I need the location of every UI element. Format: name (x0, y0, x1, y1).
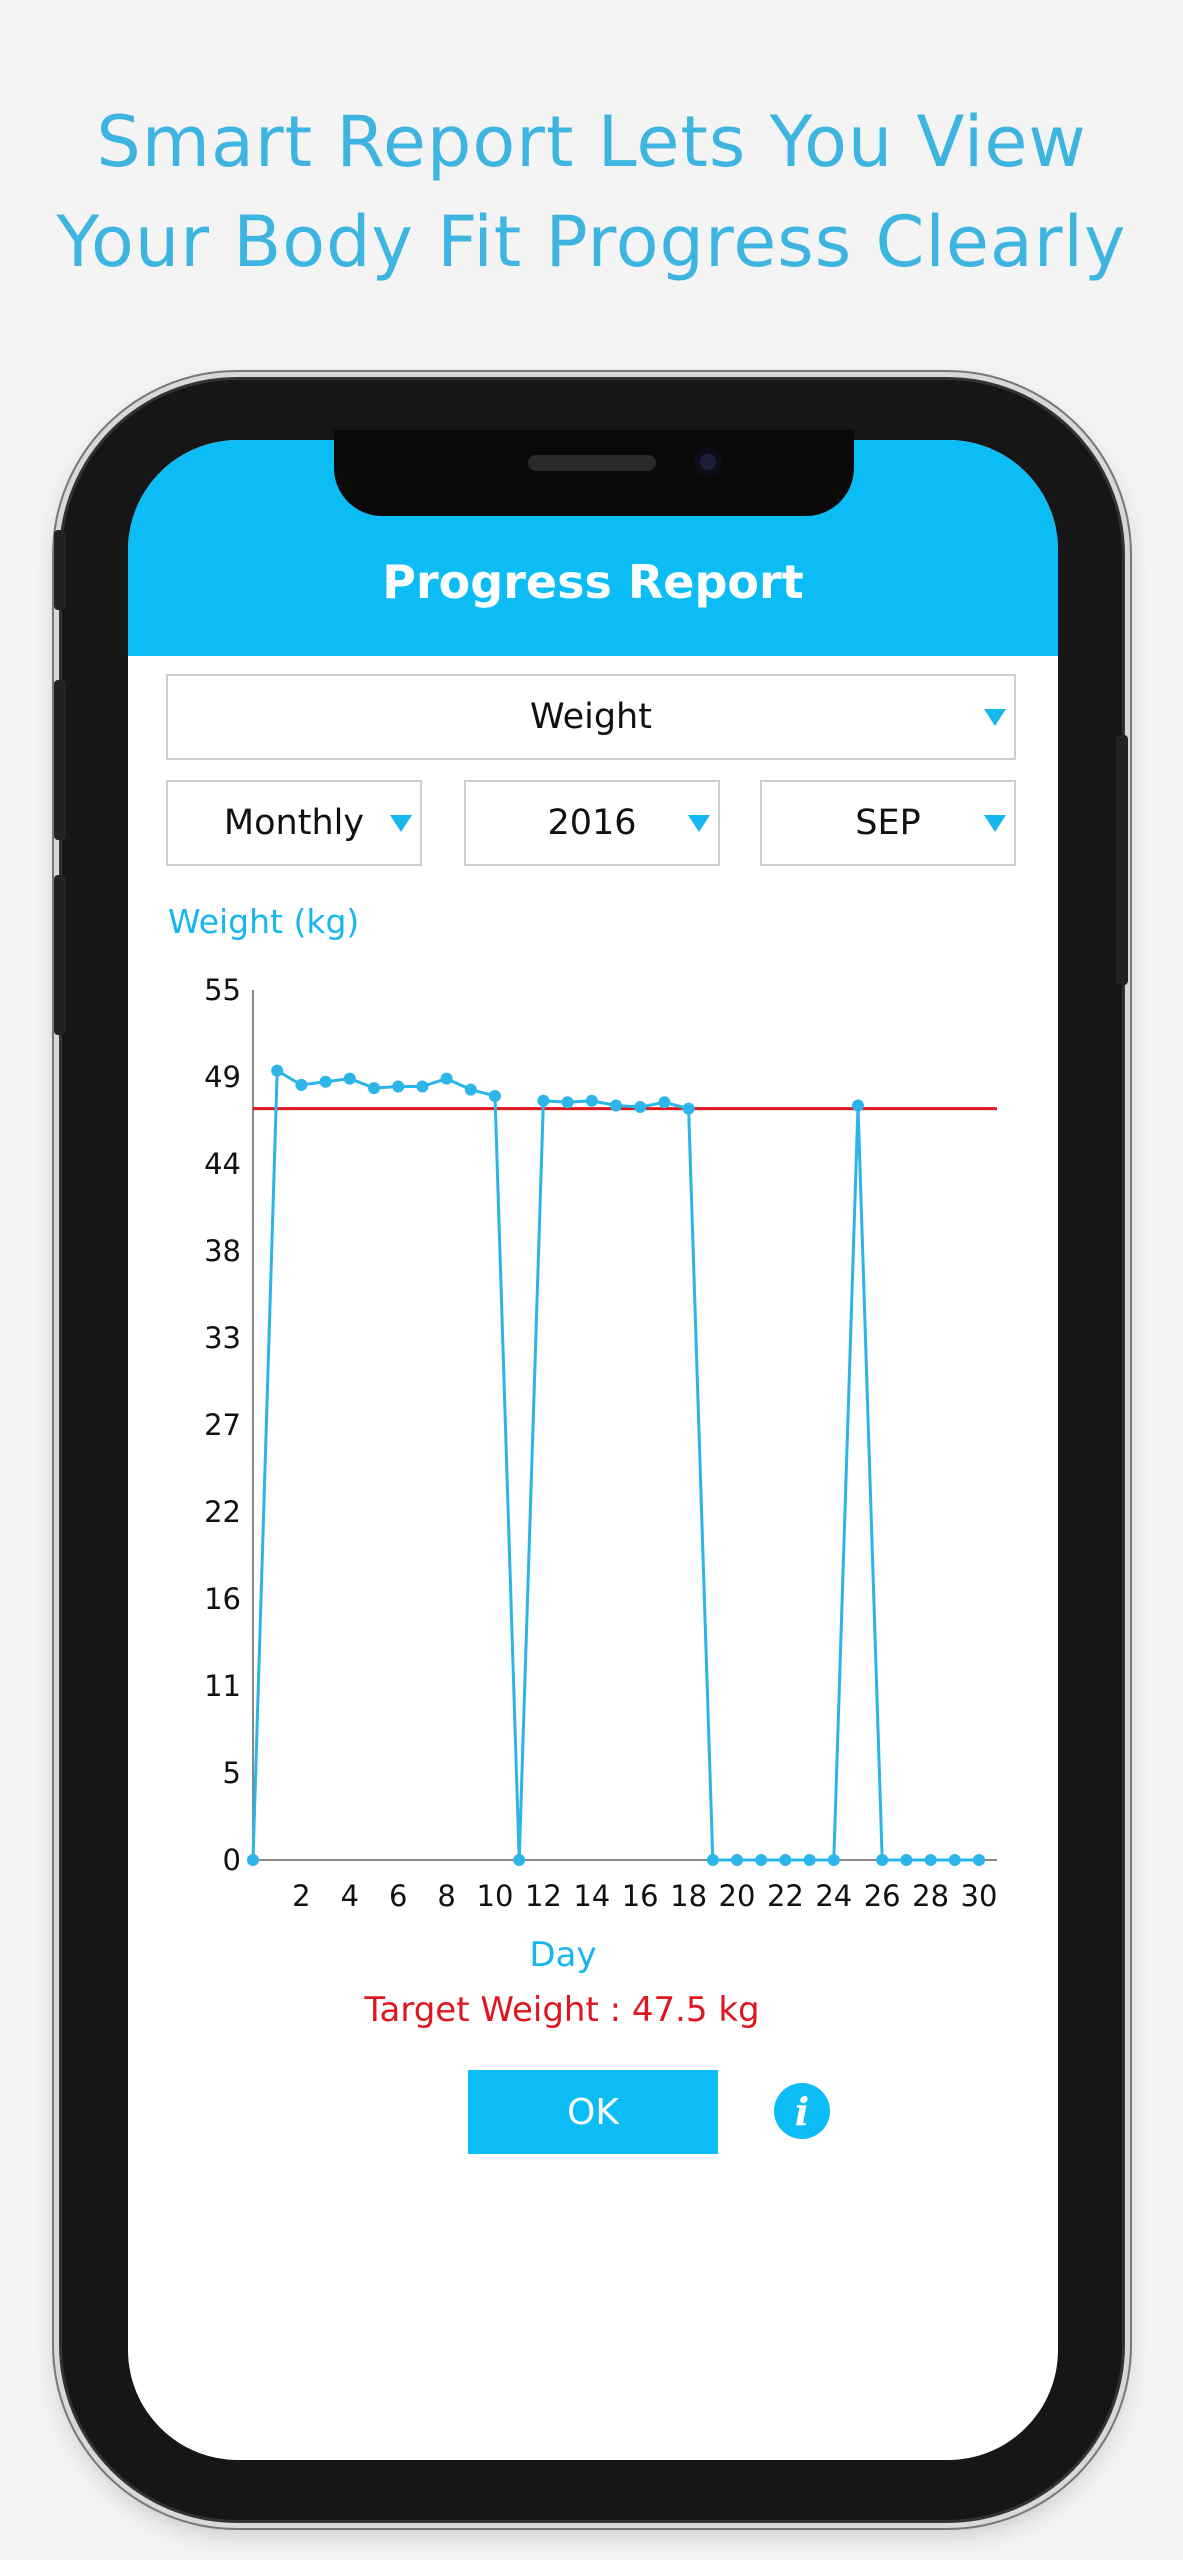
chart-y-axis-label: Weight (kg) (168, 902, 360, 941)
weight-data-point (513, 1854, 526, 1866)
x-tick-label: 12 (525, 1879, 562, 1913)
weight-data-point (706, 1854, 719, 1866)
side-button-power (1116, 735, 1128, 985)
weight-data-point (634, 1101, 647, 1114)
info-icon[interactable]: i (774, 2083, 830, 2139)
page-title: Progress Report (382, 555, 804, 609)
y-tick-label: 5 (223, 1756, 241, 1790)
weight-data-point (561, 1096, 574, 1109)
weight-data-point (368, 1082, 380, 1095)
weight-data-point (440, 1072, 453, 1085)
weight-data-point (827, 1854, 840, 1866)
phone-notch (334, 430, 854, 516)
dropdown-caret-icon (688, 815, 710, 832)
x-tick-label: 4 (341, 1879, 359, 1913)
promo-headline: Smart Report Lets You View Your Body Fit… (0, 92, 1183, 292)
target-weight-text: Target Weight : 47.5 kg (364, 1990, 760, 2030)
weight-data-point (585, 1094, 598, 1107)
weight-data-point (900, 1854, 913, 1866)
ok-button[interactable]: OK (468, 2070, 718, 2154)
weight-data-point (924, 1854, 937, 1866)
weight-data-point (779, 1854, 792, 1866)
metric-select-value: Weight (530, 697, 652, 737)
y-tick-label: 0 (223, 1843, 241, 1877)
y-tick-label: 16 (204, 1582, 241, 1616)
metric-select[interactable]: Weight (166, 674, 1016, 760)
year-select-value: 2016 (547, 803, 637, 843)
phone-screen: Progress Report Weight Monthly 2016 SEP … (128, 440, 1058, 2460)
weight-data-point (416, 1080, 429, 1093)
weight-data-point (537, 1094, 550, 1107)
period-select[interactable]: Monthly (166, 780, 422, 866)
dropdown-caret-icon (390, 815, 412, 832)
weight-data-point (658, 1096, 671, 1109)
x-tick-label: 26 (864, 1879, 901, 1913)
y-tick-label: 44 (204, 1147, 241, 1181)
y-tick-label: 27 (204, 1408, 241, 1442)
weight-data-point (392, 1080, 405, 1093)
month-select[interactable]: SEP (760, 780, 1016, 866)
weight-data-point (610, 1099, 622, 1112)
x-tick-label: 16 (622, 1879, 659, 1913)
y-tick-label: 38 (204, 1234, 241, 1268)
weight-data-point (271, 1064, 284, 1077)
weight-data-point (464, 1083, 477, 1096)
x-tick-label: 24 (815, 1879, 852, 1913)
x-tick-label: 10 (477, 1879, 514, 1913)
weight-data-point (489, 1089, 501, 1102)
dropdown-caret-icon (984, 709, 1006, 726)
y-tick-label: 55 (204, 973, 241, 1007)
x-tick-label: 6 (389, 1879, 407, 1913)
x-tick-label: 28 (912, 1879, 949, 1913)
weight-data-point (319, 1075, 332, 1088)
x-tick-label: 20 (719, 1879, 756, 1913)
x-tick-label: 2 (292, 1879, 310, 1913)
x-tick-label: 8 (437, 1879, 455, 1913)
year-select[interactable]: 2016 (464, 780, 720, 866)
dropdown-caret-icon (984, 815, 1006, 832)
weight-data-point (803, 1854, 816, 1866)
weight-data-point (876, 1854, 889, 1866)
y-tick-label: 11 (204, 1669, 241, 1703)
weight-data-point (973, 1854, 985, 1866)
weight-series-line (251, 1069, 979, 1862)
weight-data-point (682, 1102, 695, 1115)
weight-data-point (948, 1854, 961, 1866)
y-tick-label: 49 (204, 1060, 241, 1094)
side-button-volume-up (54, 680, 66, 840)
weight-data-point (343, 1072, 356, 1085)
y-tick-label: 33 (204, 1321, 241, 1355)
weight-data-point (852, 1099, 864, 1112)
x-tick-label: 22 (767, 1879, 804, 1913)
period-select-value: Monthly (223, 803, 365, 843)
weight-data-point (247, 1854, 259, 1866)
x-tick-label: 14 (573, 1879, 610, 1913)
headline-line-2: Your Body Fit Progress Clearly (56, 201, 1127, 283)
weight-data-point (295, 1078, 308, 1091)
x-tick-label: 18 (670, 1879, 707, 1913)
y-tick-label: 22 (204, 1495, 241, 1529)
speaker-grille (528, 455, 656, 471)
weight-data-point (731, 1854, 743, 1866)
app-header: Progress Report (128, 440, 1058, 656)
side-button-volume-down (54, 875, 66, 1035)
month-select-value: SEP (855, 803, 921, 843)
weight-data-point (755, 1854, 768, 1866)
headline-line-1: Smart Report Lets You View (96, 101, 1087, 183)
front-camera (694, 448, 722, 476)
x-tick-label: 30 (961, 1879, 998, 1913)
side-button-mute (54, 530, 66, 610)
chart-x-axis-label: Day (529, 1935, 597, 1975)
